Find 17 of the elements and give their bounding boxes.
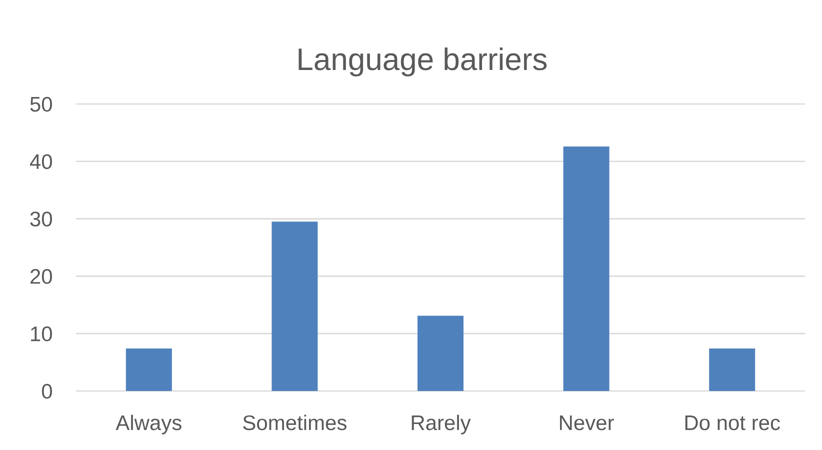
y-tick-label: 40: [30, 154, 52, 170]
x-tick-label: Do not rec: [685, 416, 780, 430]
x-tick-label: Never: [560, 416, 614, 430]
bar: [563, 146, 610, 391]
bar: [418, 316, 464, 391]
bar: [126, 348, 172, 391]
chart-title: Language barriers: [298, 48, 547, 76]
bar: [709, 348, 756, 391]
x-tick-label: Sometimes: [243, 414, 346, 430]
y-tick-label: 0: [42, 384, 52, 399]
y-tick-label: 50: [30, 96, 52, 112]
bar: [272, 222, 318, 391]
x-tick-label: Always: [116, 414, 182, 434]
y-tick-label: 20: [30, 269, 52, 284]
y-tick-label: 10: [31, 326, 52, 342]
y-tick-label: 30: [30, 212, 52, 226]
x-tick-label: Rarely: [412, 414, 471, 434]
